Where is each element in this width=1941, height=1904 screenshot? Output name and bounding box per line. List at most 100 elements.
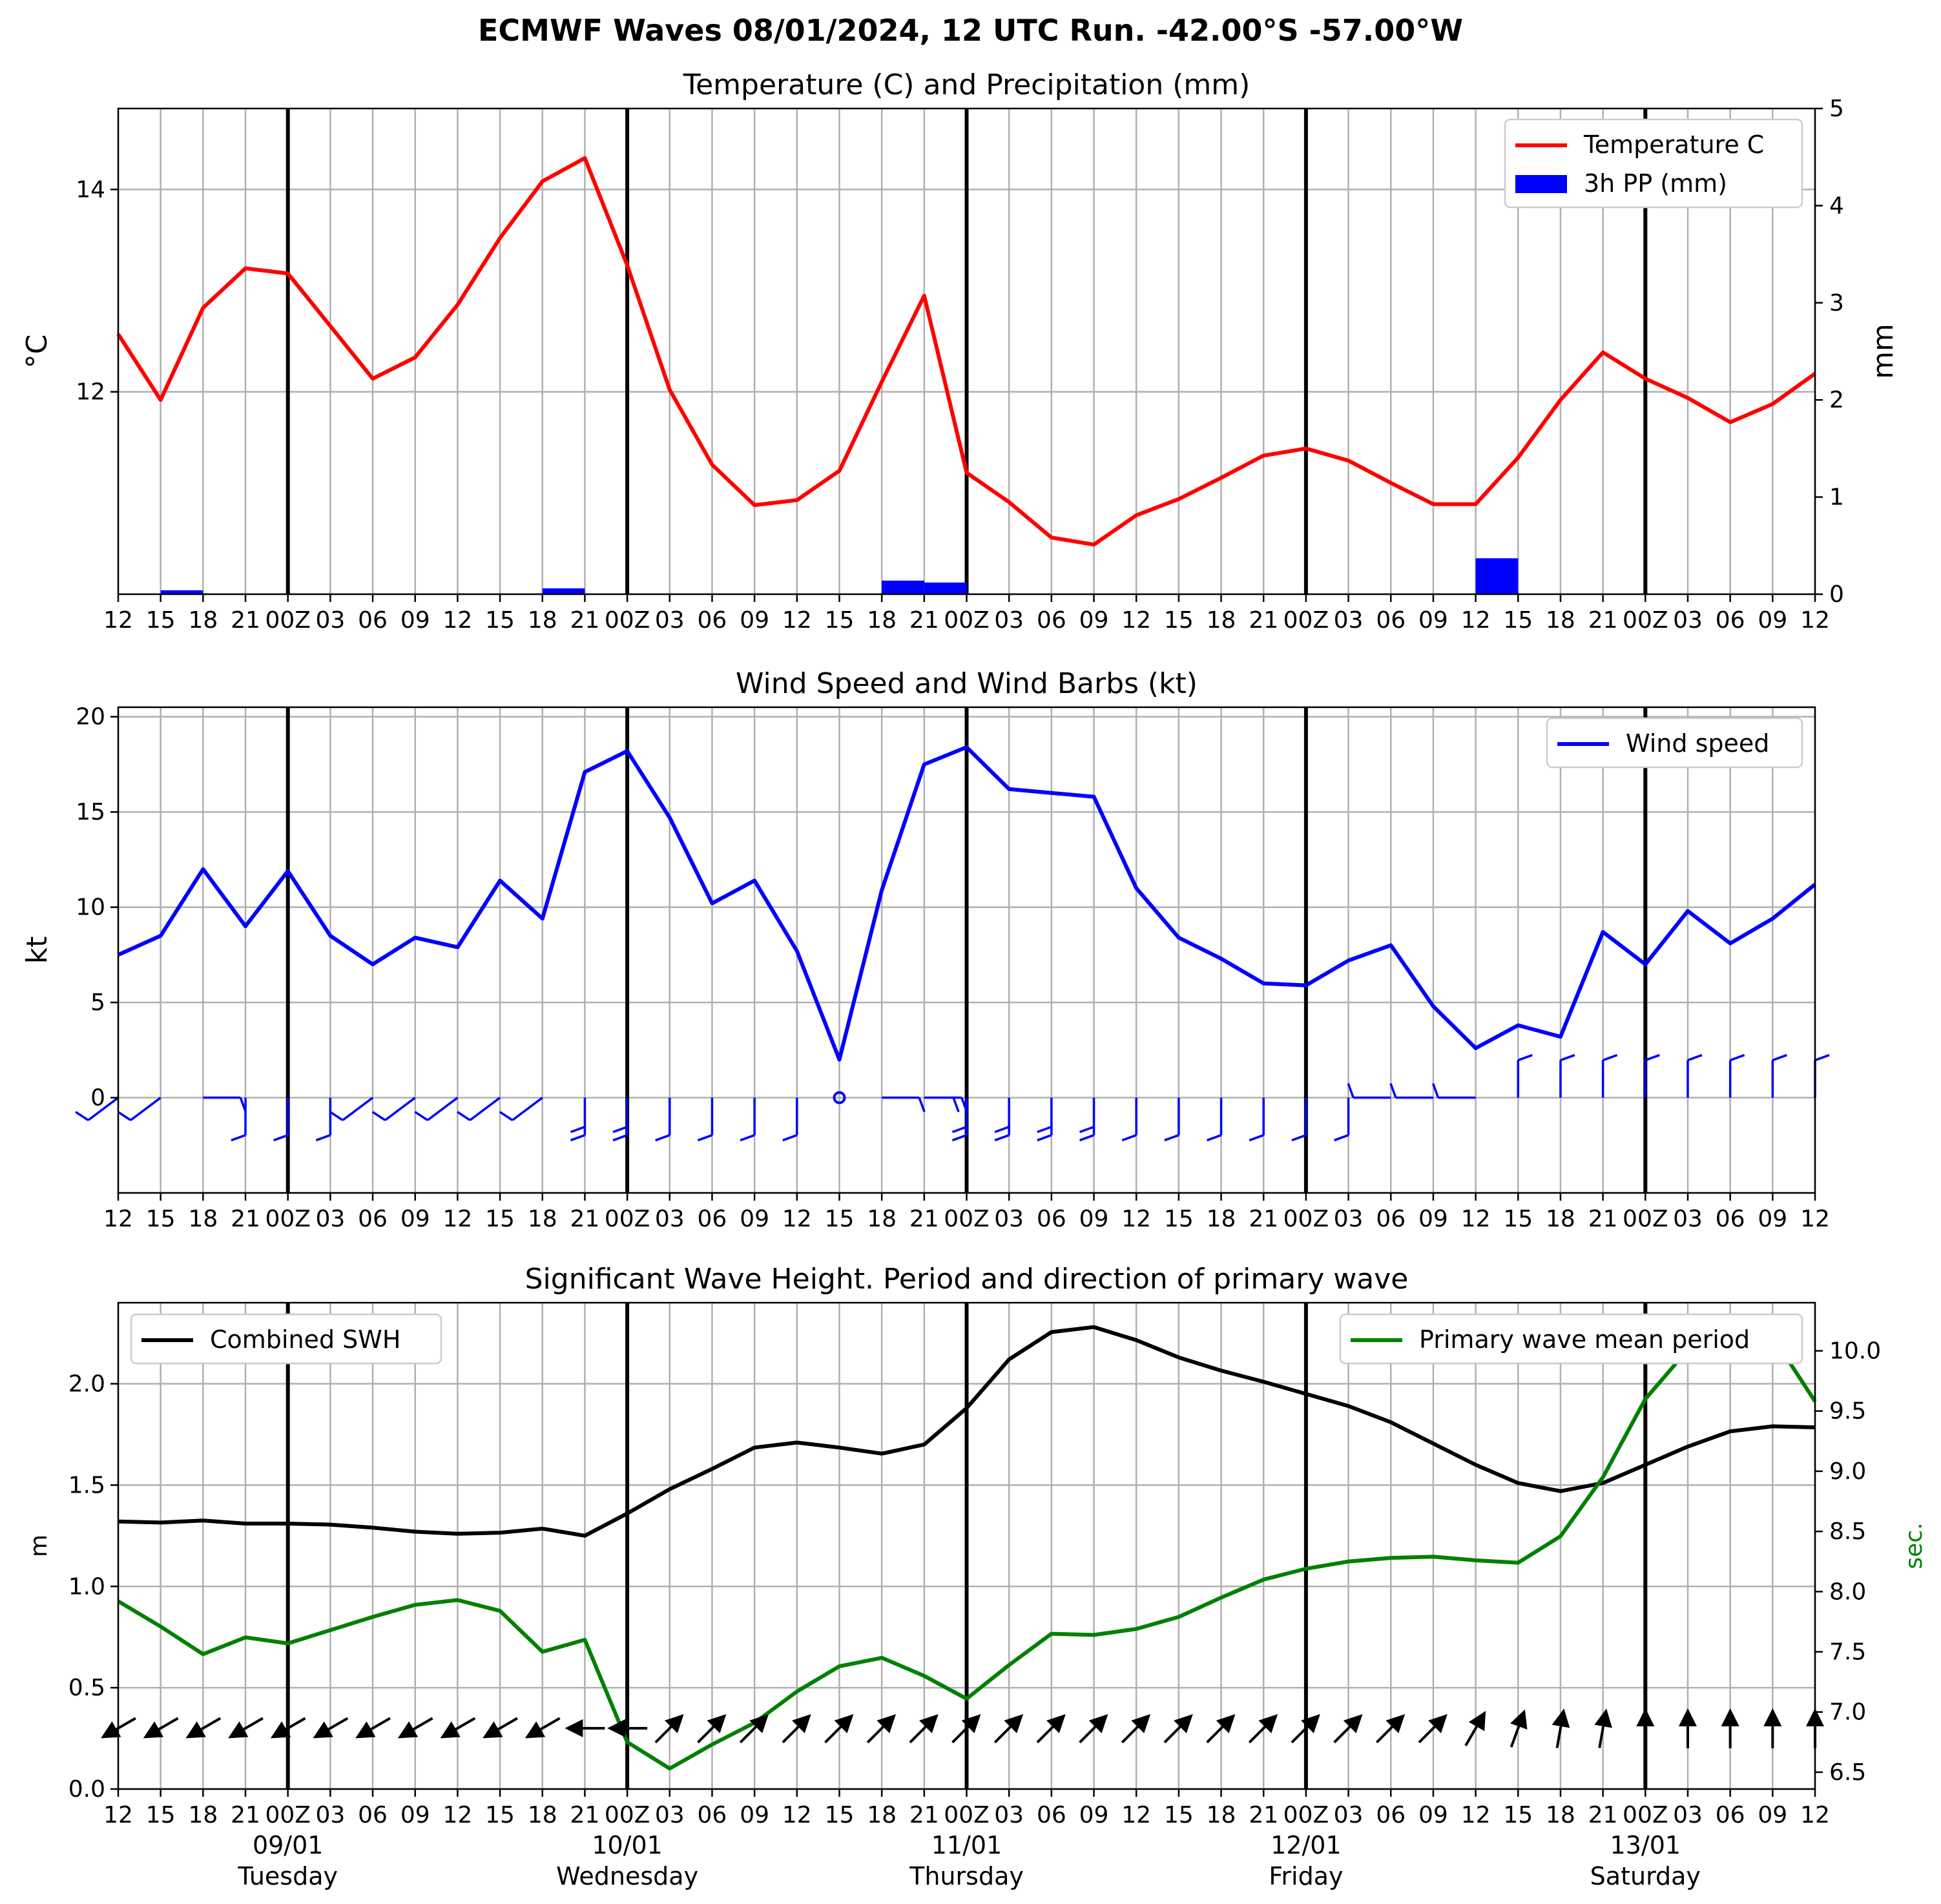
- y-tick-label: 15: [76, 799, 105, 825]
- wind-panel: Wind Speed and Wind Barbs (kt) 0 5 10 15 20 kt…: [21, 667, 1830, 1232]
- wind-barb: [570, 1097, 586, 1142]
- wind-barb: [1249, 1097, 1265, 1142]
- x-tick-label: 12: [1461, 1802, 1491, 1828]
- day-name-label: Saturday: [1590, 1862, 1701, 1890]
- x-tick-label: 09: [400, 607, 430, 634]
- x-tick-label: 09: [400, 1802, 430, 1828]
- x-tick-label: 03: [315, 607, 345, 634]
- wind-barb: [203, 1096, 247, 1113]
- x-tick-label: 15: [1164, 607, 1194, 634]
- y-tick-label: 2.0: [68, 1371, 105, 1398]
- wind-barb: [1389, 1082, 1433, 1099]
- wind-barb: [371, 1097, 416, 1121]
- wind-barb: [697, 1097, 714, 1142]
- x-tick-label: 00Z: [265, 607, 310, 634]
- wind-calm-marker: [833, 1091, 846, 1104]
- x-tick-label: 15: [1503, 1206, 1533, 1232]
- y-axis-label: °C: [21, 335, 54, 369]
- wave-direction-arrow: [1636, 1708, 1655, 1748]
- wind-barb: [782, 1097, 798, 1142]
- wind-barb: [75, 1097, 119, 1121]
- x-tick-label: 00Z: [1283, 607, 1329, 634]
- x-tick-label: 21: [909, 607, 939, 634]
- primary-wave-mean-period-line: [117, 1325, 1817, 1771]
- precip-bar: [924, 582, 967, 594]
- x-tick-label: 09: [1079, 1206, 1109, 1232]
- wave-direction-arrow: [1763, 1708, 1782, 1748]
- x-tick-label: 00Z: [944, 607, 989, 634]
- wind-barb: [882, 1096, 926, 1113]
- x-day-labels: 09/01 Tuesday 10/01 Wednesday 11/01 Thursday 1…: [237, 1831, 1701, 1890]
- x-tick-label: 00Z: [1283, 1206, 1329, 1232]
- x-tick-label: 03: [315, 1802, 345, 1828]
- wind-barb: [273, 1097, 289, 1142]
- day-name-label: Friday: [1269, 1862, 1343, 1890]
- day-name-label: Thursday: [909, 1862, 1024, 1890]
- y-right-tick-label: 5: [1829, 96, 1844, 122]
- y-right-tick-label: 8.5: [1829, 1518, 1866, 1545]
- x-tick-label: 06: [1376, 1206, 1406, 1232]
- wind-barb: [1431, 1082, 1476, 1099]
- wind-barb: [1517, 1053, 1533, 1098]
- wave-direction-arrow: [313, 1717, 349, 1739]
- wind-barb: [1164, 1097, 1180, 1142]
- y-right-tick-label: 2: [1829, 387, 1844, 413]
- wind-barb: [1728, 1053, 1745, 1098]
- x-tick-label: 03: [1673, 1802, 1703, 1828]
- wind-barb: [117, 1097, 161, 1121]
- x-tick-label: 06: [358, 607, 388, 634]
- x-tick-label: 18: [867, 607, 897, 634]
- x-tick-label: 18: [188, 1206, 218, 1232]
- wind-barb: [1347, 1082, 1391, 1099]
- wind-barb: [457, 1097, 501, 1121]
- y-right-tick-label: 6.5: [1829, 1759, 1866, 1786]
- x-tick-label: 03: [1334, 1802, 1364, 1828]
- legend-frame: [1339, 1313, 1803, 1365]
- wave-direction-arrow: [1036, 1713, 1066, 1744]
- x-tick-label: 18: [1546, 1206, 1575, 1232]
- wave-direction-arrow: [824, 1713, 854, 1744]
- y-right-tick-label: 7.0: [1829, 1699, 1866, 1726]
- y-tick-label: 1.5: [68, 1472, 105, 1498]
- wind-barb: [1687, 1053, 1703, 1098]
- x-tick-label: 09: [740, 1206, 769, 1232]
- x-tick-label: 12: [782, 1206, 812, 1232]
- y-tick-label: 0.0: [68, 1776, 105, 1803]
- x-tick-label: 15: [485, 1802, 515, 1828]
- wind-barb: [612, 1097, 628, 1142]
- y-axis-label: m: [26, 1535, 52, 1557]
- x-tick-label: 21: [1249, 1802, 1278, 1828]
- wind-barb: [1601, 1053, 1618, 1098]
- x-tick-label: 21: [570, 1802, 600, 1828]
- wave-direction-arrow: [143, 1717, 179, 1739]
- wind-barb: [1121, 1097, 1137, 1142]
- y-right-axis-label: mm: [1867, 324, 1900, 379]
- y-tick-label: 0: [90, 1085, 105, 1112]
- x-tick-label: 03: [994, 1206, 1024, 1232]
- precip-bar: [160, 590, 203, 594]
- wave-direction-arrow: [1375, 1713, 1406, 1744]
- x-tick-label: 21: [570, 1206, 600, 1232]
- wave-direction-arrow: [101, 1717, 136, 1739]
- legend-label: Temperature C: [1583, 130, 1764, 159]
- x-tick-label: 15: [485, 1206, 515, 1232]
- wind-barb: [1771, 1053, 1787, 1098]
- legend-frame: [1504, 118, 1803, 209]
- x-tick-label: 06: [358, 1206, 388, 1232]
- x-tick-label: 00Z: [1623, 1206, 1668, 1232]
- y-tick-label: 1.0: [68, 1573, 105, 1600]
- x-tick-label: 21: [1588, 607, 1618, 634]
- wind-barb: [1559, 1053, 1575, 1098]
- x-tick-label: 00Z: [265, 1206, 310, 1232]
- legend-frame: [130, 1313, 442, 1365]
- x-tick-label: 03: [1673, 1206, 1703, 1232]
- x-tick-label: 15: [1503, 1802, 1533, 1828]
- wave-direction-arrow: [1291, 1713, 1320, 1744]
- x-tick-label: 15: [1164, 1802, 1194, 1828]
- x-tick-label: 21: [909, 1802, 939, 1828]
- legend-label: 3h PP (mm): [1584, 169, 1727, 198]
- wave-direction-arrow: [1552, 1708, 1570, 1748]
- x-tick-label: 18: [867, 1802, 897, 1828]
- x-tick-label: 18: [867, 1206, 897, 1232]
- x-tick-label: 21: [570, 607, 600, 634]
